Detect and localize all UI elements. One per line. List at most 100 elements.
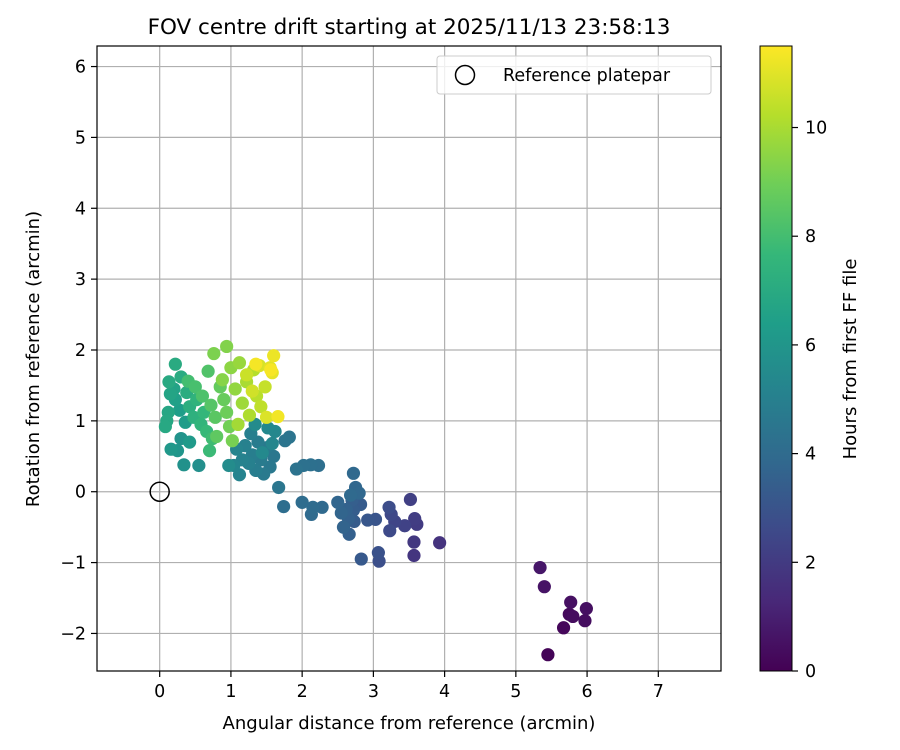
x-tick-label: 2 — [297, 682, 308, 702]
data-point — [537, 580, 551, 594]
data-point — [188, 380, 202, 394]
data-point — [225, 434, 239, 448]
y-tick-label: 1 — [75, 412, 86, 432]
data-point — [265, 436, 279, 451]
data-point — [222, 458, 236, 473]
data-point — [556, 621, 571, 635]
data-point — [295, 495, 309, 509]
data-point — [254, 400, 268, 414]
data-point — [215, 373, 229, 387]
legend-label: Reference platepar — [503, 66, 671, 86]
data-point — [245, 384, 259, 398]
grid-lines — [97, 46, 721, 671]
data-point — [383, 524, 397, 538]
data-point — [242, 408, 257, 422]
colorbar-ticks: 0 2 4 6 8 10 — [792, 119, 827, 682]
y-axis-ticks: −2 −1 0 1 2 3 4 5 6 — [60, 58, 97, 644]
data-point — [202, 444, 217, 458]
data-point — [239, 368, 254, 382]
data-point — [398, 519, 412, 533]
x-tick-label: 4 — [439, 682, 450, 702]
x-tick-label: 1 — [225, 682, 236, 702]
x-axis-label: Angular distance from reference (arcmin) — [223, 713, 596, 734]
data-point — [261, 421, 275, 435]
y-tick-label: −2 — [60, 624, 86, 644]
x-tick-label: 6 — [582, 682, 593, 702]
data-point — [264, 363, 278, 377]
data-point — [258, 380, 272, 394]
data-point — [354, 552, 368, 566]
data-point — [336, 520, 351, 534]
data-point — [183, 435, 197, 449]
x-tick-label: 3 — [368, 682, 379, 702]
y-tick-label: −1 — [60, 554, 86, 574]
colorbar-tick-label: 0 — [805, 662, 816, 682]
data-point — [255, 446, 269, 460]
x-tick-label: 5 — [510, 682, 521, 702]
data-point — [168, 357, 182, 371]
data-point — [158, 419, 172, 434]
data-point — [334, 506, 348, 520]
data-point — [289, 462, 304, 476]
data-point — [235, 396, 249, 410]
data-point — [173, 403, 187, 417]
data-point — [220, 405, 234, 419]
data-point — [192, 458, 206, 473]
data-point — [162, 375, 176, 389]
data-point — [204, 398, 218, 412]
y-tick-label: 6 — [75, 58, 86, 78]
data-point — [228, 382, 242, 396]
y-tick-label: 5 — [75, 128, 86, 148]
x-axis-ticks: 0 1 2 3 4 5 6 7 — [154, 671, 664, 702]
data-point — [232, 356, 247, 370]
data-point — [331, 495, 345, 509]
legend-marker-circle — [454, 64, 476, 86]
data-point — [249, 357, 263, 371]
data-point — [306, 500, 320, 514]
data-point — [278, 434, 292, 448]
data-point — [315, 500, 329, 514]
chart-title: FOV centre drift starting at 2025/11/13 … — [148, 15, 671, 40]
data-point — [231, 417, 245, 432]
data-point — [267, 349, 281, 363]
data-point — [566, 609, 580, 624]
y-tick-label: 3 — [75, 270, 86, 290]
colorbar-tick-label: 2 — [805, 553, 816, 573]
data-point — [407, 535, 421, 549]
data-point — [343, 488, 358, 502]
data-point — [208, 410, 222, 424]
data-point — [403, 492, 418, 507]
y-tick-label: 2 — [75, 341, 86, 361]
data-point — [371, 546, 385, 560]
data-point — [533, 560, 547, 575]
data-point — [408, 512, 422, 526]
data-point — [277, 500, 291, 514]
data-point — [271, 410, 285, 424]
data-point — [382, 500, 396, 514]
colorbar-tick-label: 6 — [805, 336, 816, 356]
data-point — [407, 548, 421, 563]
data-point — [578, 614, 592, 628]
colorbar-label: Hours from first FF file — [840, 259, 861, 460]
colorbar-tick-label: 8 — [805, 227, 816, 247]
data-point — [201, 364, 215, 378]
reference-marker — [149, 481, 170, 502]
y-tick-label: 4 — [75, 199, 86, 219]
data-point — [164, 442, 178, 456]
data-point — [259, 410, 274, 424]
y-axis-label: Rotation from reference (arcmin) — [23, 211, 44, 507]
data-point — [272, 480, 286, 495]
data-point — [579, 602, 593, 616]
data-point — [195, 389, 210, 403]
data-point — [564, 595, 578, 609]
data-point — [346, 466, 361, 480]
x-tick-label: 7 — [653, 682, 664, 702]
reference-marker-group — [149, 481, 170, 502]
legend: Reference platepar — [436, 55, 712, 95]
legend-box — [436, 55, 712, 95]
data-point — [210, 429, 224, 444]
plot-frame — [96, 45, 722, 672]
data-point — [207, 346, 221, 361]
data-point — [220, 339, 234, 354]
